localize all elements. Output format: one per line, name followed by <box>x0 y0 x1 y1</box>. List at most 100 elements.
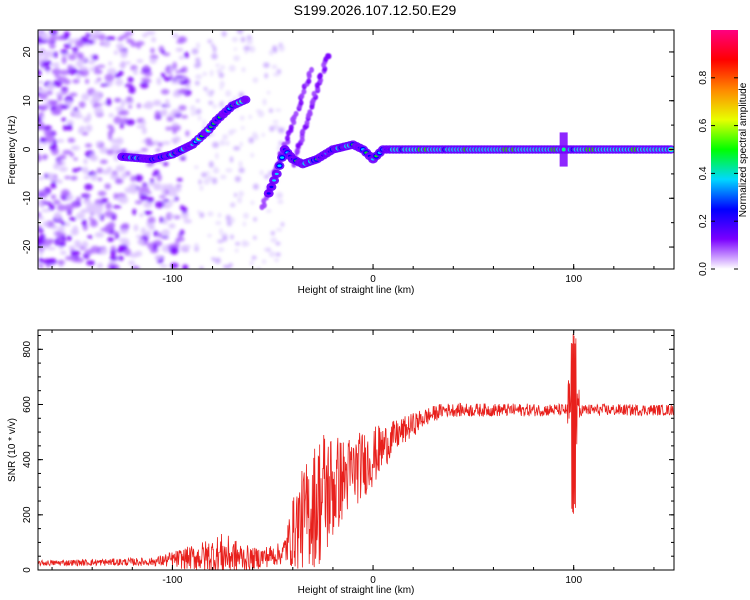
noise-blob <box>98 33 106 41</box>
noise-blob <box>53 211 62 220</box>
noise-blob <box>176 185 182 192</box>
noise-blob <box>86 202 95 211</box>
noise-blob <box>149 222 155 229</box>
noise-blob <box>92 54 99 61</box>
noise-blob <box>145 141 155 147</box>
noise-blob <box>100 83 109 87</box>
noise-blob <box>160 72 166 78</box>
noise-blob <box>217 239 224 244</box>
colorbar-tick-label: 0.4 <box>698 166 709 180</box>
noise-blob <box>38 37 42 44</box>
noise-blob <box>38 216 45 220</box>
noise-blob <box>141 182 148 187</box>
noise-blob <box>144 138 153 142</box>
noise-blob <box>38 257 44 264</box>
noise-blob <box>143 64 150 71</box>
noise-blob <box>125 119 136 126</box>
noise-blob <box>89 32 100 37</box>
noise-blob <box>277 199 284 204</box>
noise-blob <box>63 43 72 49</box>
noise-blob <box>272 72 280 77</box>
noise-blob <box>81 219 87 227</box>
noise-blob <box>220 65 225 70</box>
noise-blob <box>64 203 74 212</box>
noise-blob <box>177 89 188 94</box>
noise-blob <box>246 38 253 45</box>
noise-blob <box>219 86 223 90</box>
noise-blob <box>96 167 104 174</box>
noise-blob <box>201 172 208 178</box>
noise-blob <box>140 148 149 152</box>
noise-blob <box>268 108 273 113</box>
colorbar-tick-label: 0.0 <box>698 262 709 276</box>
noise-blob <box>215 221 222 225</box>
noise-blob <box>196 42 201 49</box>
noise-blob <box>212 141 219 149</box>
noise-blob <box>154 110 161 118</box>
noise-blob <box>68 216 77 221</box>
noise-blob <box>79 68 89 77</box>
noise-blob <box>231 202 235 208</box>
noise-blob <box>107 81 113 86</box>
noise-blob <box>157 232 163 238</box>
noise-blob <box>250 200 255 205</box>
noise-blob <box>42 50 52 55</box>
noise-blob <box>176 40 184 44</box>
snr-xtick-label: 100 <box>565 575 582 586</box>
snr-xtick-label: -100 <box>162 575 182 586</box>
noise-blob <box>42 154 47 161</box>
noise-blob <box>162 199 170 203</box>
noise-blob <box>238 160 243 168</box>
noise-blob <box>94 200 101 204</box>
noise-blob <box>100 227 110 232</box>
noise-blob <box>167 185 175 192</box>
noise-blob <box>169 64 174 73</box>
noise-blob <box>113 192 119 200</box>
noise-blob <box>84 183 93 191</box>
noise-blob <box>212 45 217 53</box>
noise-blob <box>195 74 203 80</box>
noise-blob <box>275 108 282 112</box>
noise-blob <box>207 39 213 44</box>
noise-blob <box>215 63 221 68</box>
noise-blob <box>89 153 96 161</box>
noise-blob <box>151 37 157 43</box>
noise-blob <box>168 223 176 229</box>
noise-blob <box>57 76 68 83</box>
noise-blob <box>81 93 90 101</box>
noise-blob <box>211 53 218 60</box>
noise-blob <box>199 185 204 191</box>
noise-blob <box>76 167 84 171</box>
noise-blob <box>263 247 270 252</box>
noise-blob <box>57 226 65 233</box>
noise-blob <box>105 202 112 210</box>
noise-blob <box>156 77 162 86</box>
noise-blob <box>161 229 170 237</box>
noise-blob <box>190 111 195 116</box>
noise-blob <box>76 72 81 80</box>
snr-series-line <box>38 333 674 570</box>
noise-blob <box>96 141 102 146</box>
noise-blob <box>228 129 234 136</box>
noise-blob <box>116 43 125 50</box>
streak-blob <box>293 110 299 117</box>
noise-blob <box>262 98 267 106</box>
noise-blob <box>99 248 108 255</box>
noise-blob <box>90 174 98 181</box>
noise-blob <box>85 78 90 85</box>
noise-blob <box>230 234 234 240</box>
noise-blob <box>218 72 225 79</box>
noise-blob <box>83 158 88 165</box>
noise-blob <box>196 108 202 114</box>
noise-blob <box>90 98 96 106</box>
noise-blob <box>240 126 245 130</box>
noise-blob <box>210 90 215 94</box>
noise-blob <box>181 211 189 220</box>
ridge-core <box>274 172 279 176</box>
noise-blob <box>225 90 232 97</box>
noise-blob <box>42 258 53 265</box>
noise-blob <box>219 139 226 146</box>
noise-blob <box>93 107 104 116</box>
noise-blob <box>185 130 190 137</box>
